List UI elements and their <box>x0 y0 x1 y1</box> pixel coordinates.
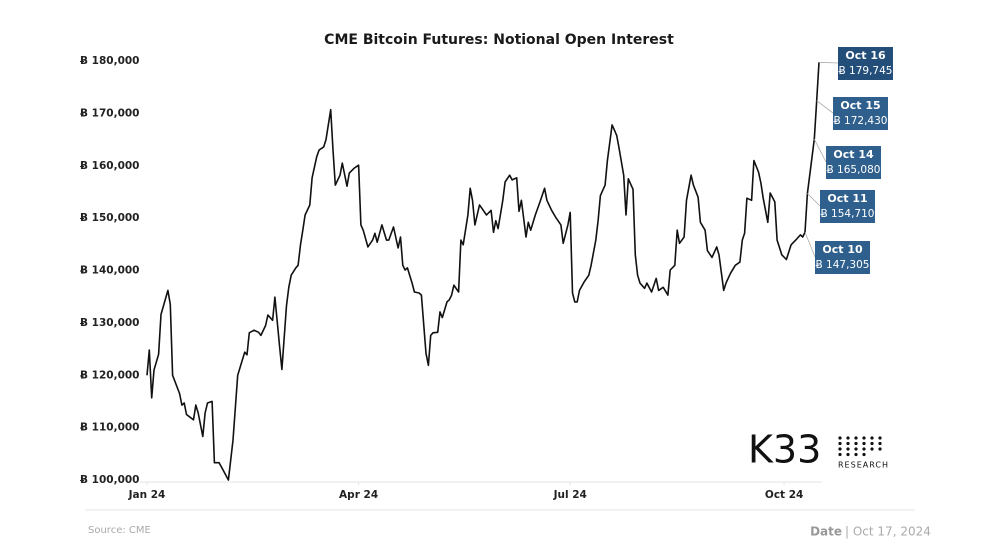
logo-dot <box>846 447 850 451</box>
logo-dot <box>838 441 842 446</box>
y-tick-label: Ƀ 160,000 <box>80 160 139 172</box>
callout-box <box>838 47 893 80</box>
logo-dot <box>846 441 850 446</box>
y-tick-label: Ƀ 100,000 <box>80 474 139 486</box>
logo-dot <box>854 441 858 446</box>
logo-dot <box>838 447 842 451</box>
y-tick-label: Ƀ 140,000 <box>80 265 139 277</box>
callout-box <box>820 190 875 223</box>
date: | Oct 17, 2024 <box>845 525 931 539</box>
logo-dot <box>854 447 858 451</box>
callout-date: Oct 10 <box>822 243 863 256</box>
callout-box <box>833 97 888 130</box>
x-tick-label: Jul 24 <box>553 489 587 501</box>
callout-value: Ƀ 147,305 <box>816 259 870 271</box>
logo-dot <box>862 447 866 451</box>
y-tick-label: Ƀ 120,000 <box>80 369 139 381</box>
logo-dot <box>878 436 882 440</box>
y-tick-label: Ƀ 110,000 <box>80 422 139 434</box>
leader-line <box>816 100 834 114</box>
x-tick-label: Jan 24 <box>128 489 166 501</box>
logo-dot <box>838 452 842 457</box>
logo-dot <box>854 436 858 440</box>
callout-date: Oct 11 <box>827 192 867 205</box>
callout-date: Oct 14 <box>833 148 874 161</box>
logo-dot <box>854 452 858 457</box>
leader-line <box>804 232 816 258</box>
callout-value: Ƀ 179,745 <box>839 65 893 77</box>
logo-dot <box>838 436 842 440</box>
logo-icon <box>838 436 882 457</box>
callout-value: Ƀ 154,710 <box>821 208 875 220</box>
callout-box <box>815 241 870 274</box>
y-tick-label: Ƀ 170,000 <box>80 107 139 119</box>
source: Source: CME <box>88 525 151 536</box>
callout-value: Ƀ 172,430 <box>834 115 888 127</box>
logo-dot <box>870 447 874 451</box>
callout-date: Oct 16 <box>845 49 886 62</box>
logo-sub: RESEARCH <box>838 461 889 470</box>
leader-line <box>807 193 821 207</box>
callout-date: Oct 15 <box>840 99 880 112</box>
logo-dot <box>870 441 874 446</box>
x-tick-label: Apr 24 <box>339 489 378 501</box>
date-label: Date <box>810 525 842 539</box>
y-tick-label: Ƀ 130,000 <box>80 317 139 329</box>
callout-box <box>826 146 881 179</box>
logo-dot <box>878 441 882 446</box>
chart-title: CME Bitcoin Futures: Notional Open Inter… <box>324 32 674 48</box>
logo-dot <box>870 436 874 440</box>
logo-dot <box>862 441 866 446</box>
y-tick-label: Ƀ 180,000 <box>80 55 139 67</box>
logo-name: K33 <box>748 428 821 472</box>
logo-dot <box>878 447 882 451</box>
logo-dot <box>846 436 850 440</box>
leader-line <box>818 61 839 64</box>
y-tick-label: Ƀ 150,000 <box>80 212 139 224</box>
x-tick-label: Oct 24 <box>765 489 803 501</box>
line <box>146 62 820 481</box>
leader-line <box>813 138 827 163</box>
logo-dot <box>846 452 850 457</box>
callout-value: Ƀ 165,080 <box>827 164 881 176</box>
logo-dot <box>862 452 866 457</box>
logo-dot <box>862 436 866 440</box>
